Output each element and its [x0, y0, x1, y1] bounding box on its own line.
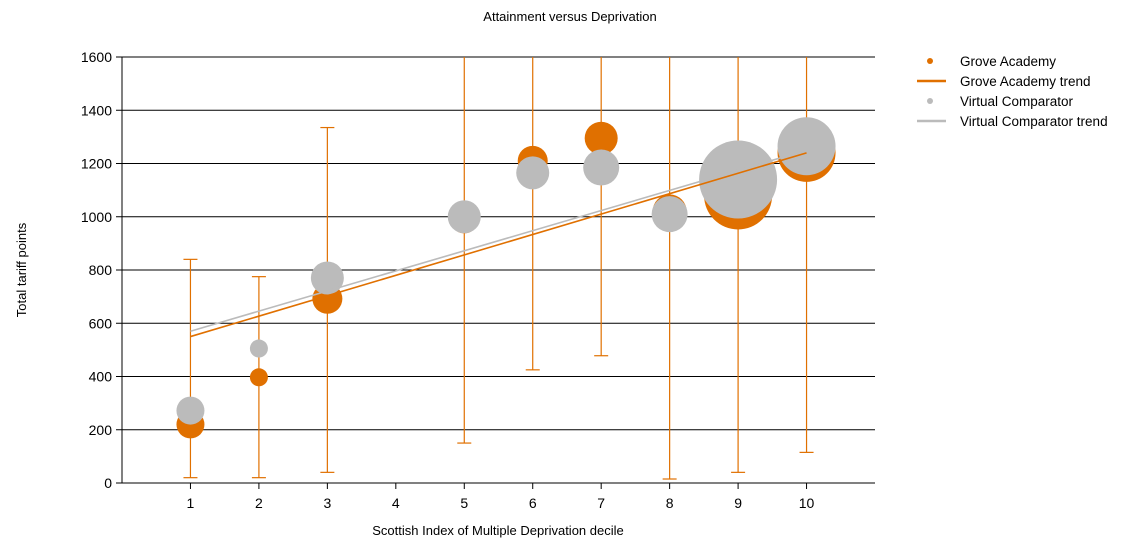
x-tick-label: 9: [734, 495, 742, 511]
x-tick-label: 2: [255, 495, 263, 511]
x-tick-label: 7: [597, 495, 605, 511]
x-tick-label: 4: [392, 495, 400, 511]
y-tick-label: 1200: [81, 156, 112, 172]
bubble-point: [249, 368, 268, 387]
bubble-point: [447, 200, 481, 234]
x-tick-label: 5: [460, 495, 468, 511]
y-tick-label: 1600: [81, 49, 112, 65]
y-tick-label: 200: [89, 422, 113, 438]
error-bars: [183, 57, 814, 480]
y-axis-label: Total tariff points: [14, 222, 29, 317]
axis-ticks: 0 200 400 600 800 1000 1200 1400 1600 1 2 3 4 5 6 7 8 9 10: [81, 49, 815, 511]
grid-lines: [122, 56, 875, 484]
bubble-point: [516, 156, 550, 190]
y-tick-label: 1000: [81, 209, 112, 225]
y-tick-label: 800: [89, 262, 113, 278]
bubble-point: [249, 339, 268, 358]
trend-lines: [190, 149, 807, 338]
legend-label: Grove Academy trend: [960, 74, 1091, 89]
legend: Grove Academy Grove Academy trend Virtual …: [917, 54, 1108, 129]
legend-label: Virtual Comparator: [960, 94, 1074, 109]
bubble-point: [583, 149, 620, 186]
legend-label: Grove Academy: [960, 54, 1056, 69]
legend-marker-dot: [927, 98, 933, 104]
x-tick-label: 1: [187, 495, 195, 511]
x-axis-label: Scottish Index of Multiple Deprivation d…: [372, 523, 623, 538]
bubbles: [176, 117, 836, 439]
y-tick-label: 400: [89, 369, 113, 385]
bubble-point: [584, 121, 618, 155]
axes: [121, 57, 875, 484]
chart-title: Attainment versus Deprivation: [483, 9, 656, 24]
y-tick-label: 600: [89, 315, 113, 331]
bubble-point: [651, 196, 688, 233]
x-tick-label: 6: [529, 495, 537, 511]
y-tick-label: 1400: [81, 102, 112, 118]
trend-line: [190, 149, 807, 333]
bubble-point: [777, 117, 836, 176]
bubble-point: [310, 261, 344, 295]
x-tick-label: 3: [323, 495, 331, 511]
x-tick-label: 10: [799, 495, 815, 511]
trend-line: [190, 152, 807, 338]
legend-label: Virtual Comparator trend: [960, 114, 1108, 129]
y-tick-label: 0: [104, 475, 112, 491]
bubble-point: [176, 396, 205, 425]
bubble-point: [699, 140, 778, 219]
legend-marker-dot: [927, 58, 933, 64]
x-tick-label: 8: [666, 495, 674, 511]
